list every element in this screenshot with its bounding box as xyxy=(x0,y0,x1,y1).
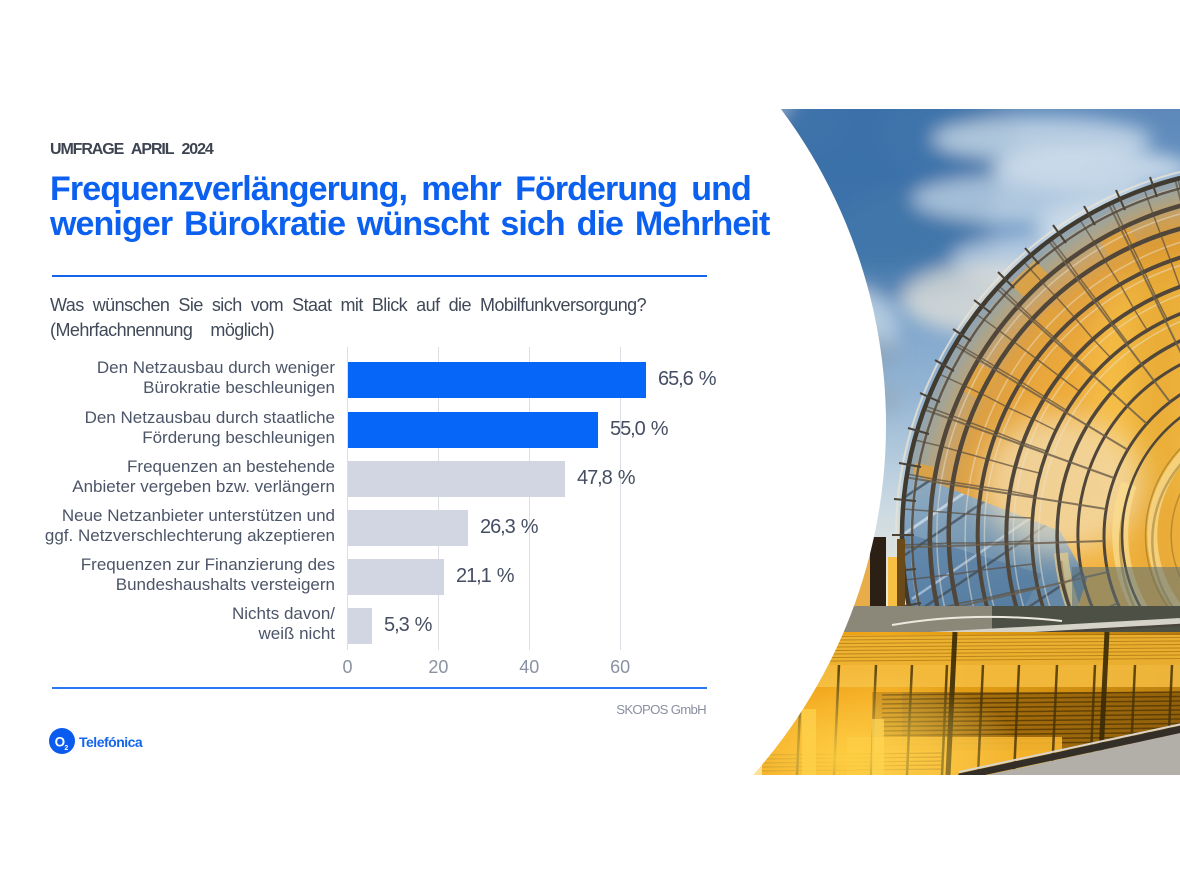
svg-text:O: O xyxy=(54,735,65,750)
svg-text:2: 2 xyxy=(64,745,68,752)
